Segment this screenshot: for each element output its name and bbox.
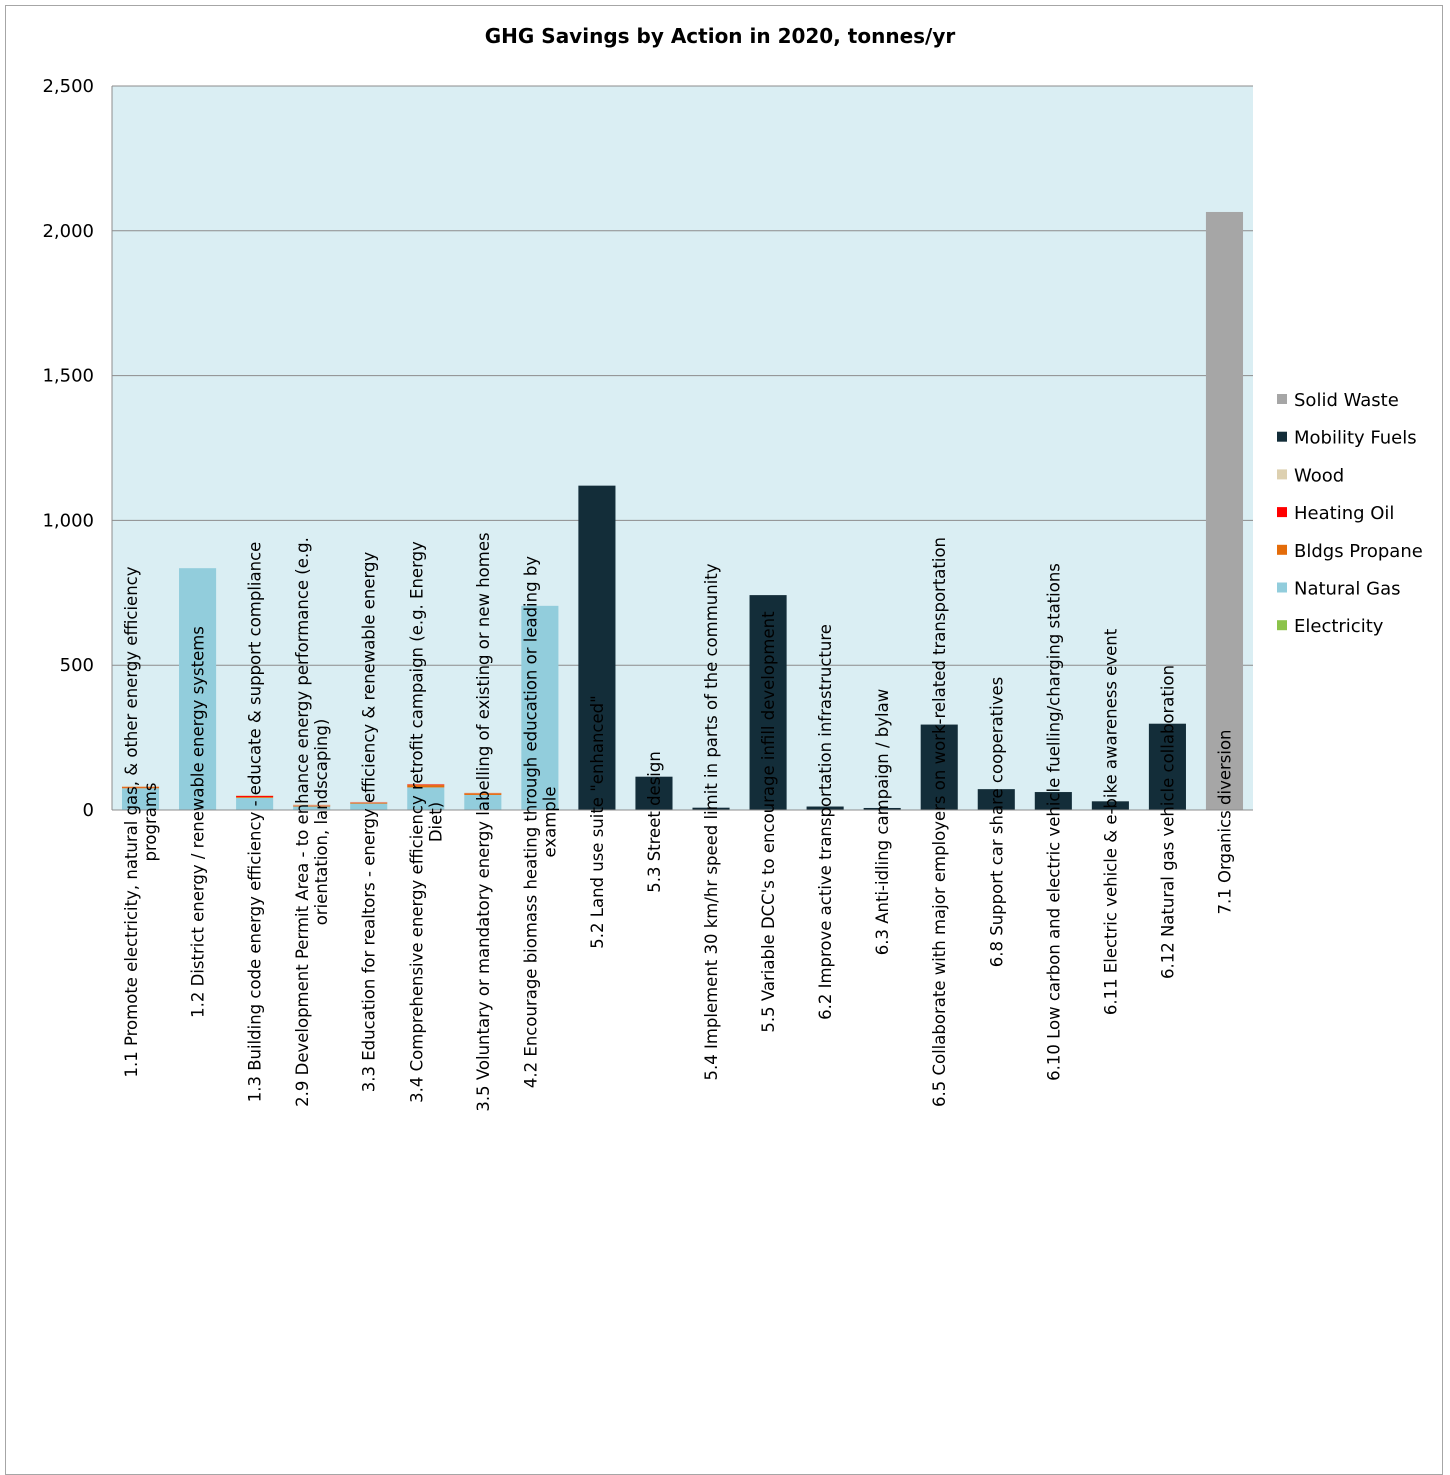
legend-label-natural-gas: Natural Gas xyxy=(1294,579,1400,600)
plot-area xyxy=(112,86,1253,810)
x-category-label: 6.12 Natural gas vehicle collaboration xyxy=(1158,665,1177,979)
legend-swatch-mobility-fuels xyxy=(1277,432,1287,442)
x-category-label: 1.2 District energy / renewable energy s… xyxy=(189,626,208,1018)
bar-segment-solid-waste xyxy=(1206,212,1243,810)
legend-label-electricity: Electricity xyxy=(1294,616,1384,637)
legend-label-bldgs-propane: Bldgs Propane xyxy=(1294,541,1423,562)
y-tick-label: 500 xyxy=(60,655,94,676)
legend-label-heating-oil: Heating Oil xyxy=(1294,503,1394,524)
y-tick-label: 2,000 xyxy=(42,221,94,242)
chart-title: GHG Savings by Action in 2020, tonnes/yr xyxy=(485,24,956,48)
legend-swatch-heating-oil xyxy=(1277,507,1287,517)
x-category-label: 5.3 Street design xyxy=(645,751,664,893)
x-category-label: 5.2 Land use suite "enhanced" xyxy=(588,695,607,948)
y-tick-label: 1,000 xyxy=(42,510,94,531)
x-category-label: 5.5 Variable DCC's to encourage infill d… xyxy=(759,611,778,1033)
legend-label-wood: Wood xyxy=(1294,465,1344,486)
legend-label-solid-waste: Solid Waste xyxy=(1294,390,1399,411)
legend-swatch-wood xyxy=(1277,469,1287,479)
legend-swatch-natural-gas xyxy=(1277,583,1287,593)
legend: Solid Waste Mobility Fuels Wood Heating Oil… xyxy=(1277,390,1423,637)
plot-background xyxy=(112,86,1253,810)
legend-label-mobility-fuels: Mobility Fuels xyxy=(1294,428,1417,449)
x-category-label: 3.5 Voluntary or mandatory energy labell… xyxy=(474,532,493,1111)
y-tick-label: 0 xyxy=(83,800,94,821)
legend-swatch-solid-waste xyxy=(1277,394,1287,404)
x-category-label: 6.3 Anti-idling campaign / bylaw xyxy=(873,689,892,955)
x-category-label: 5.4 Implement 30 km/hr speed limit in pa… xyxy=(702,563,721,1080)
x-category-label: 6.8 Support car share cooperatives xyxy=(987,677,1006,968)
x-category-label: 6.10 Low carbon and electric vehicle fue… xyxy=(1044,563,1063,1081)
y-tick-label: 1,500 xyxy=(42,366,94,387)
x-category-label: 3.3 Education for realtors - energy effi… xyxy=(360,552,379,1093)
x-category-label: 6.11 Electric vehicle & e-bike awareness… xyxy=(1101,628,1120,1015)
y-tick-label: 2,500 xyxy=(42,76,94,97)
y-axis: 0 500 1,000 1,500 2,000 2,500 xyxy=(42,76,94,821)
legend-swatch-electricity xyxy=(1277,620,1287,630)
x-category-label: 6.2 Improve active transportation infras… xyxy=(816,624,835,1020)
x-category-label: 7.1 Organics diversion xyxy=(1215,730,1234,915)
x-category-label: 1.3 Building code energy efficiency - ed… xyxy=(246,542,265,1103)
legend-swatch-bldgs-propane xyxy=(1277,545,1287,555)
x-category-label: 6.5 Collaborate with major employers on … xyxy=(930,537,949,1107)
